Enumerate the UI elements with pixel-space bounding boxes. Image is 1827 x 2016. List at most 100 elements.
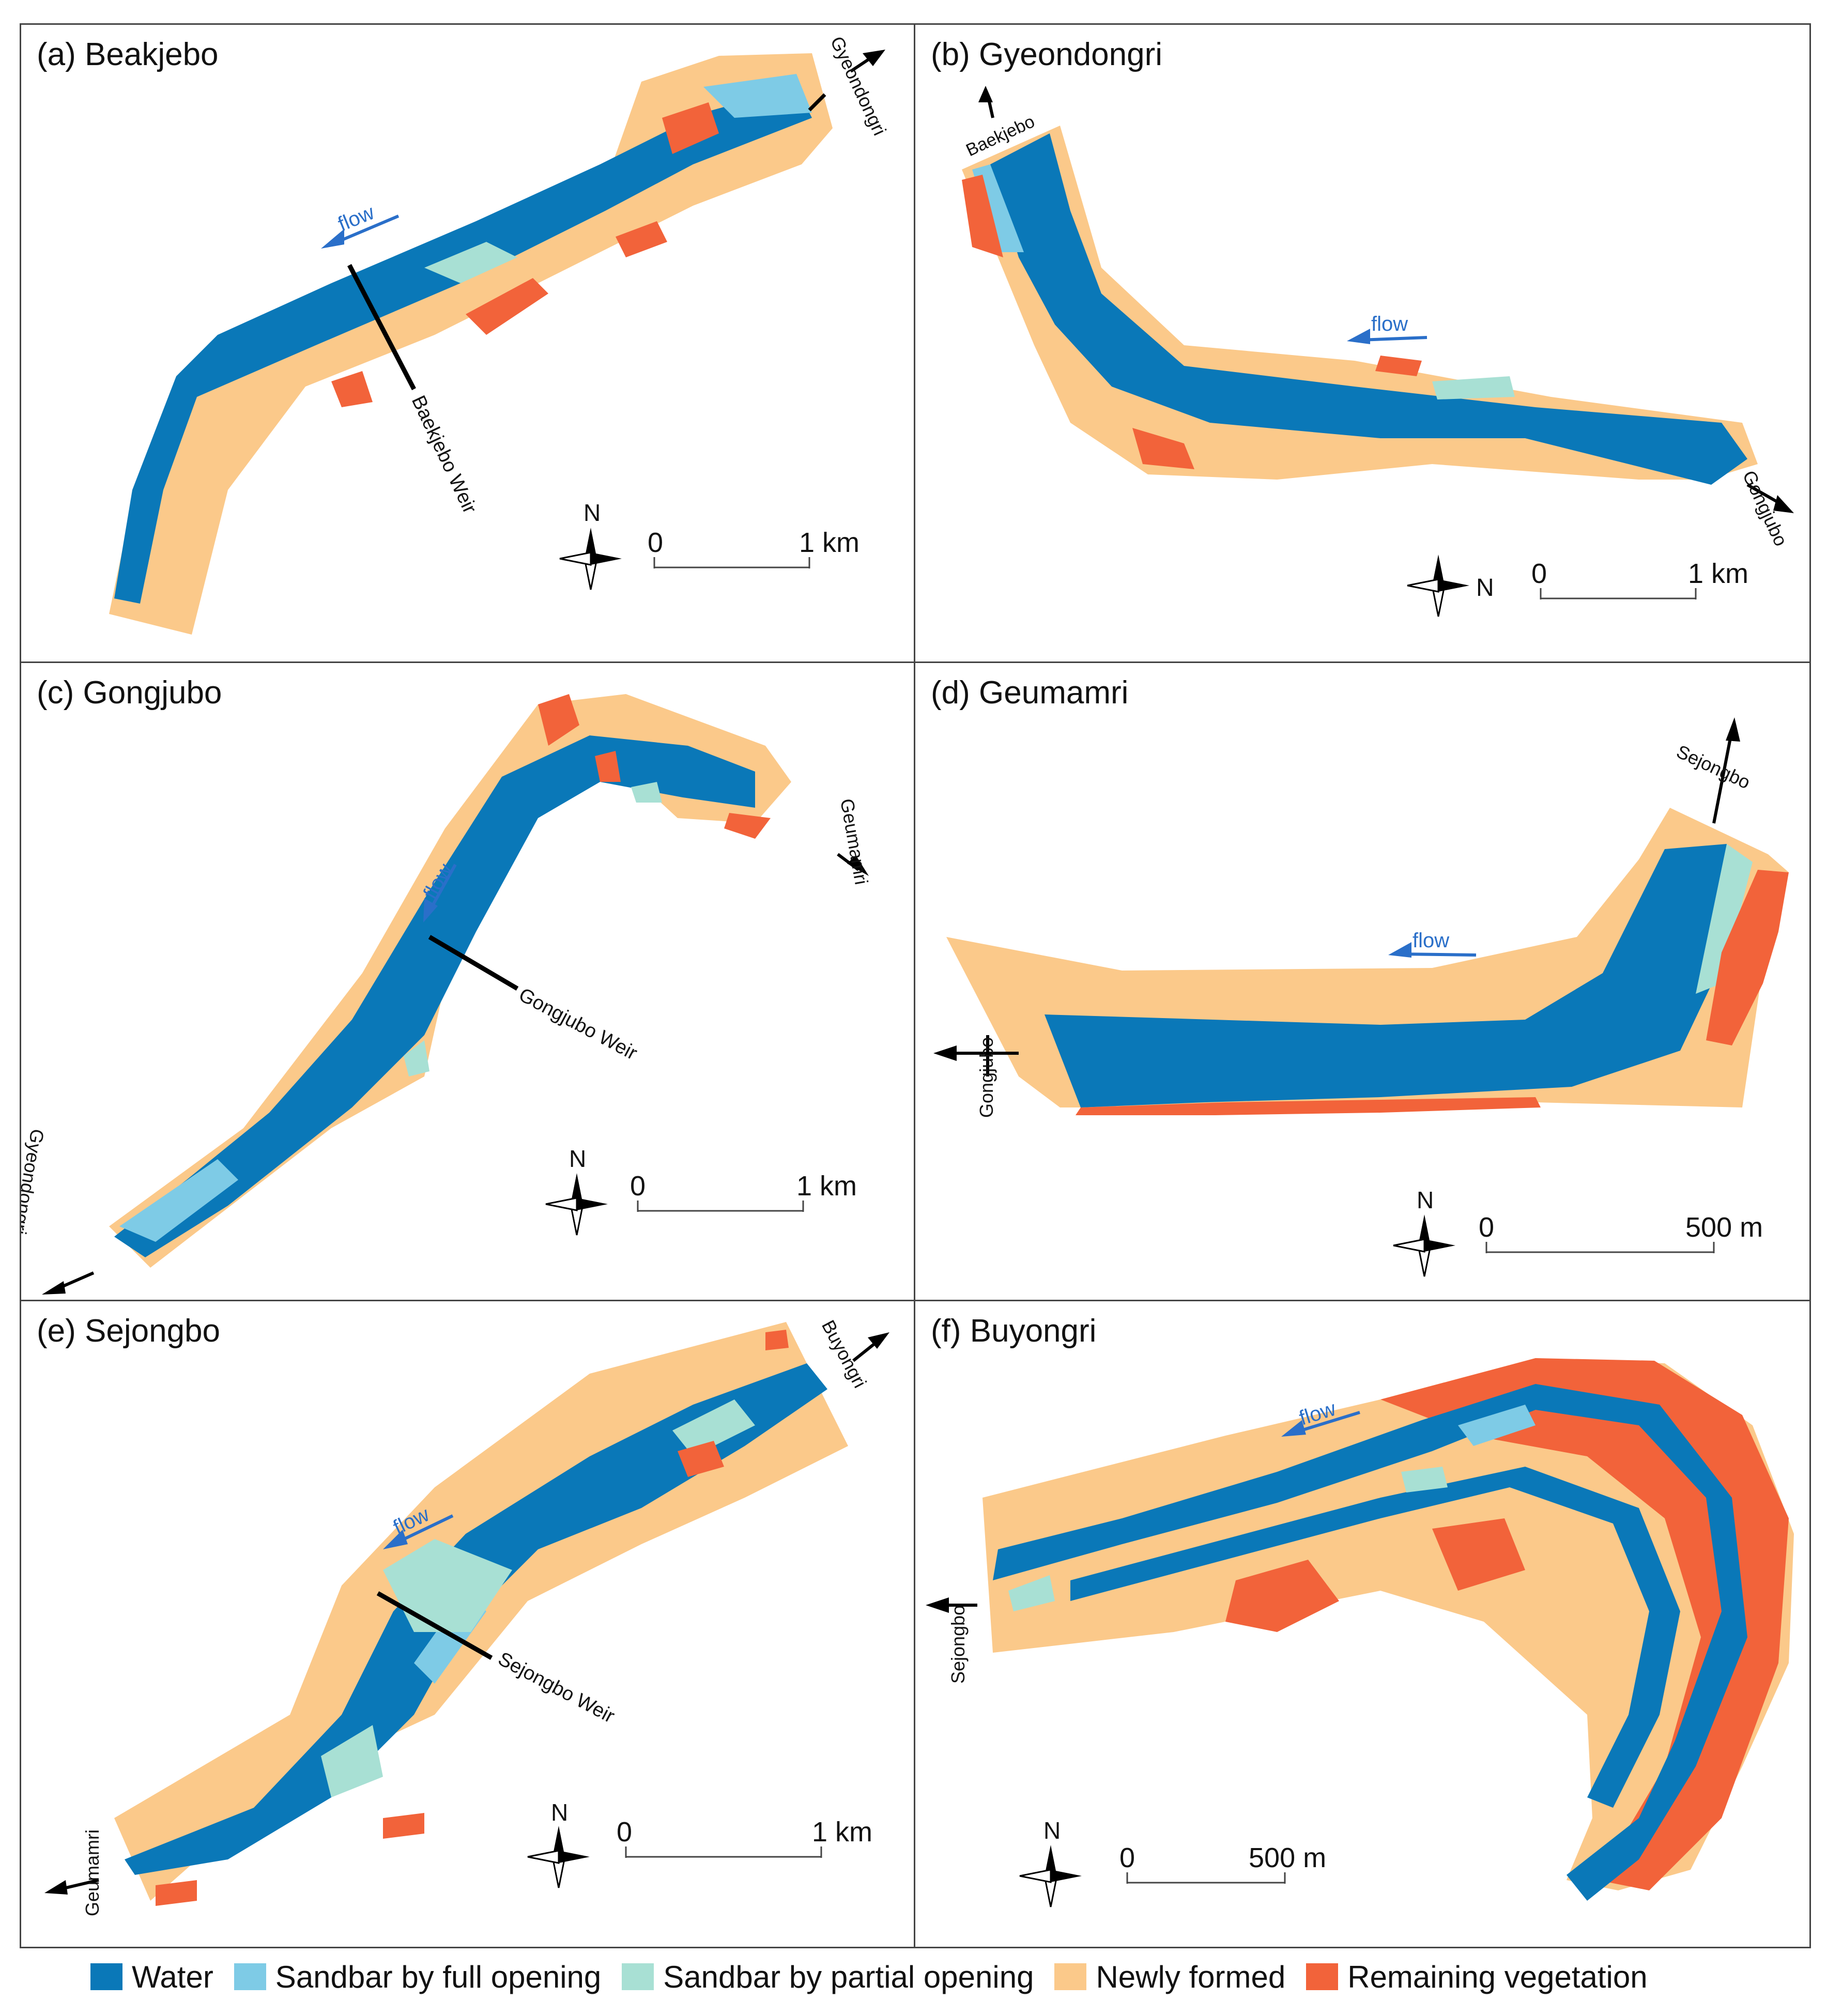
remaining-vegetation — [1076, 1097, 1541, 1115]
water-channel — [125, 1363, 827, 1875]
north-label: N — [584, 499, 601, 526]
remaining-vegetation — [595, 751, 621, 782]
remaining-vegetation — [1132, 428, 1194, 469]
flow-arrowhead — [1347, 329, 1370, 344]
legend-item-remaining-vegetation: Remaining vegetation — [1306, 1959, 1648, 1995]
upstream-label: Gyeondongri — [826, 33, 891, 138]
sandbar-partial-opening — [1401, 1467, 1448, 1492]
panel-title: (a) Beakjebo — [37, 37, 219, 72]
north-arrow — [545, 1173, 608, 1236]
map-c: flow Gongjubo Weir Geumamri Gyeondongri … — [21, 694, 872, 1295]
remaining-vegetation — [1706, 870, 1789, 1045]
sandbar-partial-opening — [1432, 376, 1515, 399]
panel-e-sejongbo: flow Sejongbo Weir Buyongri Geumamri N 0… — [21, 1301, 914, 1947]
upstream-arrowhead — [863, 50, 885, 66]
panel-title: (e) Sejongbo — [37, 1313, 221, 1349]
downstream-arrowhead — [926, 1597, 949, 1613]
downstream-label: Gongjubo — [976, 1037, 997, 1118]
downstream-arrowhead — [933, 1045, 957, 1061]
sandbar-full-opening — [703, 74, 812, 118]
flow-label: flow — [1413, 929, 1449, 952]
downstream-arrowhead — [1773, 495, 1794, 513]
sandbar-partial-opening — [404, 1040, 429, 1076]
downstream-label: Gyeondongri — [21, 1128, 48, 1236]
weir-label: Sejongbo Weir — [495, 1648, 618, 1728]
legend-label: Newly formed — [1096, 1959, 1286, 1994]
panel-divider-row2 — [20, 1300, 1811, 1301]
scale-zero: 0 — [1479, 1212, 1494, 1243]
panel-divider-vertical — [914, 23, 915, 1948]
map-e: flow Sejongbo Weir Buyongri Geumamri N 0… — [44, 1317, 889, 1916]
sandbar-full-opening — [1458, 1405, 1536, 1446]
remaining-vegetation — [1432, 1518, 1525, 1591]
downstream-arrowhead — [42, 1281, 66, 1295]
flow-label: flow — [1371, 313, 1408, 335]
downstream-arrowhead — [44, 1880, 68, 1895]
scale-end: 500 m — [1249, 1842, 1326, 1873]
legend-label: Water — [132, 1959, 213, 1994]
panel-title: (c) Gongjubo — [37, 675, 222, 711]
downstream-label: Sejongbo — [947, 1605, 969, 1684]
panel-f-buyongri: flow Sejongbo N 0 500 m (f) Buyongri — [915, 1301, 1809, 1947]
panel-title: (b) Gyeondongri — [931, 37, 1163, 72]
north-arrow — [1407, 555, 1469, 617]
scale-zero: 0 — [617, 1817, 632, 1848]
remaining-vegetation — [331, 371, 373, 407]
panel-b-gyeondongri: flow Baekjebo Gongjubo N 0 1 km (b) Gyeo… — [915, 25, 1809, 661]
remaining-vegetation — [466, 278, 548, 335]
panel-title: (d) Geumamri — [931, 675, 1129, 711]
upstream-arrowhead — [847, 855, 869, 876]
legend-label: Remaining vegetation — [1347, 1959, 1648, 1994]
legend-label: Sandbar by full opening — [275, 1959, 602, 1994]
north-arrow — [527, 1826, 590, 1888]
upstream-label: Sejongbo — [1674, 741, 1754, 793]
panel-c-gongjubo: flow Gongjubo Weir Geumamri Gyeondongri … — [21, 663, 914, 1300]
remaining-vegetation — [962, 175, 1003, 257]
remaining-vegetation — [1225, 1560, 1339, 1632]
legend: Water Sandbar by full opening Sandbar by… — [90, 1951, 1744, 2003]
legend-swatch — [90, 1963, 122, 1990]
legend-item-sandbar-full: Sandbar by full opening — [234, 1959, 601, 1995]
downstream-label: Geumamri — [82, 1829, 103, 1916]
sandbar-partial-opening — [631, 782, 662, 803]
upstream-arrowhead — [978, 86, 993, 102]
upstream-label: Geumamri — [836, 797, 872, 886]
north-arrow — [1393, 1214, 1455, 1277]
upstream-arrow — [1712, 730, 1733, 824]
scale-end: 1 km — [812, 1817, 872, 1848]
remaining-vegetation — [765, 1330, 789, 1350]
scale-zero: 0 — [648, 527, 663, 558]
remaining-vegetation — [156, 1880, 197, 1906]
panel-d-geumamri: flow Sejongbo Gongjubo N 0 500 m (d) Geu… — [915, 663, 1809, 1300]
panel-a-beakjebo: flow Baekjebo Weir Gyeondongri N 0 1 km … — [21, 25, 914, 661]
north-label: N — [551, 1799, 568, 1826]
water-channel — [114, 87, 812, 604]
north-arrow — [1019, 1845, 1082, 1907]
map-f: flow Sejongbo N 0 500 m — [926, 1358, 1794, 1907]
legend-label: Sandbar by partial opening — [663, 1959, 1034, 1994]
legend-item-newly-formed: Newly formed — [1054, 1959, 1285, 1995]
legend-item-water: Water — [90, 1959, 213, 1995]
remaining-vegetation — [724, 813, 771, 839]
sandbar-partial-opening — [383, 1539, 512, 1632]
panel-divider-row1 — [20, 661, 1811, 663]
scale-zero: 0 — [1119, 1842, 1135, 1873]
legend-swatch — [622, 1963, 654, 1990]
remaining-vegetation — [662, 102, 719, 154]
remaining-vegetation — [678, 1441, 724, 1477]
sandbar-partial-opening — [424, 242, 517, 283]
sandbar-partial-opening — [321, 1725, 383, 1797]
legend-swatch — [234, 1963, 266, 1990]
flow-arrowhead — [321, 229, 344, 249]
flow-arrowhead — [383, 1530, 408, 1549]
map-b: flow Baekjebo Gongjubo N 0 1 km — [962, 86, 1794, 617]
sandbar-partial-opening — [1696, 844, 1753, 994]
weir-line — [428, 935, 519, 991]
legend-swatch — [1054, 1963, 1087, 1990]
remaining-vegetation — [383, 1813, 424, 1839]
north-label: N — [569, 1145, 586, 1172]
map-d: flow Sejongbo Gongjubo N 0 500 m — [933, 717, 1789, 1277]
flow-arrowhead — [423, 898, 438, 922]
water-channel — [1070, 1467, 1680, 1808]
weir-label: Gongjubo Weir — [515, 984, 641, 1065]
